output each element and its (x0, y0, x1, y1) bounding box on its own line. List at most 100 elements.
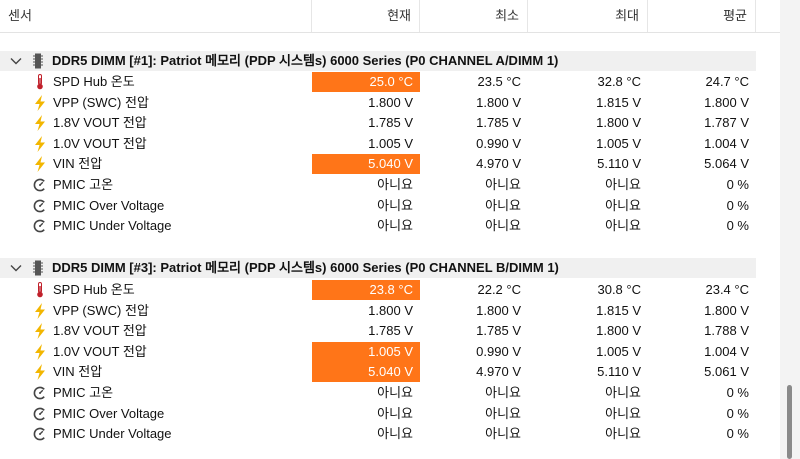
min-value: 1.800 V (476, 94, 521, 110)
sensor-label: 1.0V VOUT 전압 (53, 343, 147, 359)
memory-chip-icon (33, 53, 43, 69)
column-header-current[interactable]: 현재 (312, 0, 420, 32)
min-value: 아니요 (485, 218, 521, 234)
sensor-label: 1.8V VOUT 전압 (53, 323, 147, 339)
avg-value: 0 % (726, 405, 749, 421)
sensor-label: PMIC Under Voltage (53, 426, 172, 442)
avg-value: 0 % (726, 385, 749, 400)
sensor-label: 1.8V VOUT 전압 (53, 115, 147, 131)
table-row[interactable]: VIN 전압 5.040 V 4.970 V 5.110 V 5.064 V (0, 154, 756, 175)
avg-value: 23.4 °C (705, 282, 749, 297)
max-value: 32.8 °C (597, 74, 641, 89)
current-value: 1.005 V (368, 135, 413, 151)
sensor-label: SPD Hub 온도 (53, 282, 135, 297)
group-title: DDR5 DIMM [#3]: Patriot 메모리 (PDP 시스템s) 6… (52, 260, 559, 275)
max-value: 아니요 (605, 405, 641, 421)
table-row[interactable]: PMIC Under Voltage 아니요 아니요 아니요 0 % (0, 216, 756, 237)
max-value: 아니요 (605, 218, 641, 234)
table-row[interactable]: PMIC Over Voltage 아니요 아니요 아니요 0 % (0, 404, 756, 425)
table-row[interactable]: PMIC Under Voltage 아니요 아니요 아니요 0 % (0, 424, 756, 445)
current-value: 1.800 V (368, 94, 413, 110)
chevron-down-icon[interactable] (9, 54, 23, 68)
max-value: 1.815 V (596, 94, 641, 110)
avg-value: 1.004 V (704, 343, 749, 359)
table-row[interactable]: PMIC Over Voltage 아니요 아니요 아니요 0 % (0, 196, 756, 217)
min-value: 아니요 (485, 197, 521, 213)
gauge-icon (33, 198, 47, 214)
lightning-icon (33, 343, 47, 360)
min-value: 1.785 V (476, 323, 521, 339)
thermometer-icon (33, 282, 47, 298)
current-value: 5.040 V (312, 362, 420, 383)
chevron-down-icon[interactable] (9, 261, 23, 275)
column-header-min[interactable]: 최소 (420, 0, 528, 32)
table-row[interactable]: 1.8V VOUT 전압 1.785 V 1.785 V 1.800 V 1.788 V (0, 321, 756, 342)
avg-value: 5.064 V (704, 156, 749, 172)
current-value: 1.800 V (368, 302, 413, 318)
sensor-label: VIN 전압 (53, 156, 103, 172)
sensor-label: VIN 전압 (53, 364, 103, 380)
gauge-icon (33, 426, 47, 442)
lightning-icon (33, 135, 47, 152)
lightning-icon (33, 115, 47, 132)
sensor-label: SPD Hub 온도 (53, 74, 135, 89)
current-value: 1.785 V (368, 323, 413, 339)
min-value: 1.800 V (476, 302, 521, 318)
current-value: 아니요 (377, 177, 413, 192)
thermometer-icon (33, 74, 47, 90)
min-value: 아니요 (485, 177, 521, 192)
min-value: 4.970 V (476, 156, 521, 172)
current-value: 1.005 V (312, 341, 420, 362)
column-header-avg[interactable]: 평균 (648, 0, 756, 32)
min-value: 아니요 (485, 385, 521, 400)
table-row[interactable]: 1.0V VOUT 전압 1.005 V 0.990 V 1.005 V 1.004 V (0, 134, 756, 155)
gauge-icon (33, 406, 47, 422)
table-row[interactable]: 1.8V VOUT 전압 1.785 V 1.785 V 1.800 V 1.787 V (0, 113, 756, 134)
table-row[interactable]: SPD Hub 온도 25.0 °C 23.5 °C 32.8 °C 24.7 °C (0, 72, 756, 93)
table-row[interactable]: VIN 전압 5.040 V 4.970 V 5.110 V 5.061 V (0, 362, 756, 383)
sensor-label: PMIC 고온 (53, 385, 114, 400)
max-value: 1.800 V (596, 323, 641, 339)
table-row[interactable]: 1.0V VOUT 전압 1.005 V 0.990 V 1.005 V 1.004 V (0, 341, 756, 363)
gauge-icon (33, 385, 47, 401)
max-value: 5.110 V (597, 364, 641, 380)
max-value: 아니요 (605, 426, 641, 442)
lightning-icon (33, 323, 47, 340)
column-header-sensor[interactable]: 센서 (0, 0, 312, 32)
current-value: 1.785 V (368, 115, 413, 131)
vertical-scrollbar[interactable] (780, 0, 800, 459)
column-header-row: 센서 현재 최소 최대 평균 (0, 0, 780, 33)
table-row[interactable]: VPP (SWC) 전압 1.800 V 1.800 V 1.815 V 1.800 V (0, 301, 756, 322)
avg-value: 0 % (726, 177, 749, 192)
sensor-label: PMIC Over Voltage (53, 197, 165, 213)
current-value: 아니요 (377, 218, 413, 234)
avg-value: 1.800 V (704, 94, 749, 110)
table-row[interactable]: VPP (SWC) 전압 1.800 V 1.800 V 1.815 V 1.800 V (0, 93, 756, 114)
current-value: 25.0 °C (312, 72, 420, 92)
sensor-label: PMIC Over Voltage (53, 405, 165, 421)
scrollbar-thumb[interactable] (787, 385, 792, 459)
sensor-label: VPP (SWC) 전압 (53, 94, 149, 110)
sensor-label: VPP (SWC) 전압 (53, 302, 149, 318)
min-value: 아니요 (485, 426, 521, 442)
gauge-icon (33, 177, 47, 193)
sensor-label: PMIC Under Voltage (53, 218, 172, 234)
avg-value: 24.7 °C (705, 74, 749, 89)
lightning-icon (33, 302, 47, 319)
avg-value: 5.061 V (704, 364, 749, 380)
table-row[interactable]: SPD Hub 온도 23.8 °C 22.2 °C 30.8 °C 23.4 °C (0, 280, 756, 301)
avg-value: 0 % (726, 218, 749, 234)
max-value: 1.005 V (596, 343, 641, 359)
max-value: 5.110 V (597, 156, 641, 172)
group-header[interactable]: DDR5 DIMM [#3]: Patriot 메모리 (PDP 시스템s) 6… (0, 258, 756, 278)
group-title: DDR5 DIMM [#1]: Patriot 메모리 (PDP 시스템s) 6… (52, 53, 559, 68)
current-value: 아니요 (377, 197, 413, 213)
table-row[interactable]: PMIC 고온 아니요 아니요 아니요 0 % (0, 175, 756, 196)
max-value: 1.800 V (596, 115, 641, 131)
current-value: 5.040 V (312, 154, 420, 175)
column-header-max[interactable]: 최대 (528, 0, 648, 32)
max-value: 30.8 °C (597, 282, 641, 297)
table-row[interactable]: PMIC 고온 아니요 아니요 아니요 0 % (0, 383, 756, 404)
max-value: 아니요 (605, 177, 641, 192)
group-header[interactable]: DDR5 DIMM [#1]: Patriot 메모리 (PDP 시스템s) 6… (0, 51, 756, 71)
